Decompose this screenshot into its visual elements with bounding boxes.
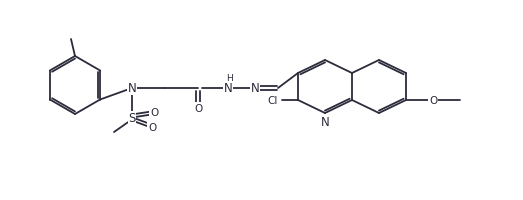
Text: O: O <box>194 103 202 113</box>
Text: O: O <box>150 107 158 117</box>
Text: O: O <box>429 96 437 105</box>
Text: N: N <box>251 82 259 95</box>
Text: N: N <box>224 82 232 95</box>
Text: Cl: Cl <box>268 96 278 105</box>
Text: N: N <box>128 82 137 95</box>
Text: N: N <box>321 116 329 129</box>
Text: O: O <box>148 122 156 132</box>
Text: S: S <box>128 112 135 125</box>
Text: H: H <box>226 74 233 83</box>
